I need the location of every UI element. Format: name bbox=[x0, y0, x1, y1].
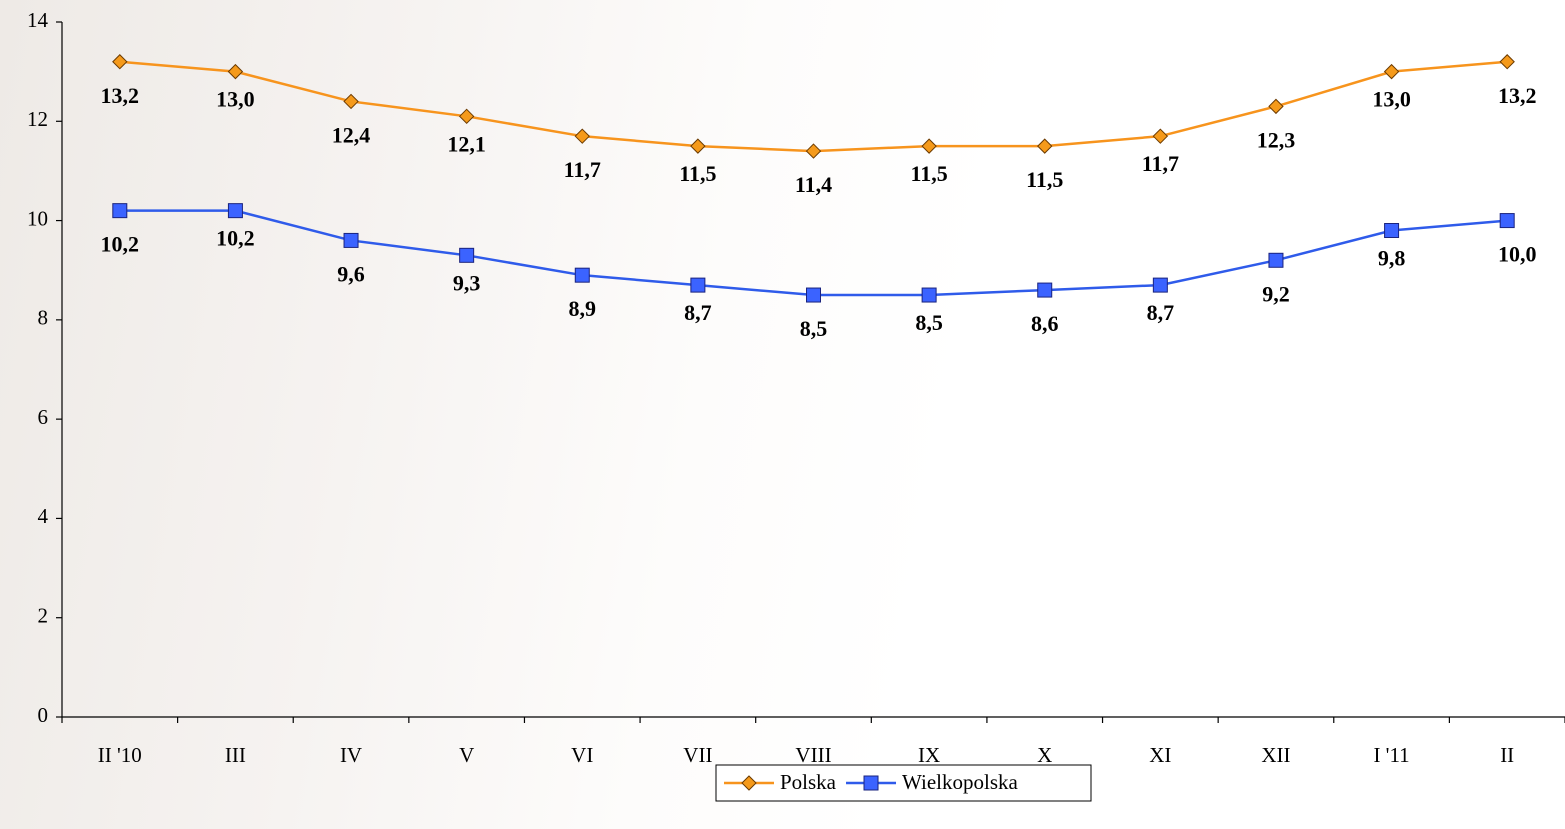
data-label: 10,2 bbox=[216, 226, 255, 251]
marker bbox=[690, 138, 706, 154]
y-tick-label: 4 bbox=[38, 504, 49, 528]
marker bbox=[806, 287, 821, 303]
marker bbox=[574, 128, 590, 144]
x-tick-label: VII bbox=[683, 743, 712, 767]
x-tick-label: VI bbox=[571, 743, 593, 767]
data-label: 13,0 bbox=[216, 87, 255, 112]
data-label: 8,7 bbox=[1147, 300, 1175, 325]
marker bbox=[227, 203, 243, 219]
legend-box bbox=[715, 764, 1092, 802]
y-tick-label: 10 bbox=[27, 206, 48, 230]
data-label: 8,5 bbox=[800, 316, 828, 341]
series-line bbox=[119, 60, 1508, 153]
marker bbox=[921, 138, 937, 154]
data-label: 9,6 bbox=[337, 261, 365, 286]
marker bbox=[458, 108, 475, 125]
marker bbox=[1037, 138, 1053, 154]
data-label: 11,7 bbox=[1142, 151, 1179, 176]
y-tick-label: 2 bbox=[38, 604, 49, 628]
data-label: 13,2 bbox=[101, 83, 140, 108]
marker bbox=[1268, 252, 1284, 268]
marker bbox=[805, 143, 822, 159]
data-label: 8,5 bbox=[915, 310, 943, 335]
series-line bbox=[119, 209, 1508, 297]
x-tick-label: I '11 bbox=[1373, 743, 1409, 767]
marker bbox=[690, 277, 706, 293]
data-label: 9,3 bbox=[453, 270, 481, 295]
marker bbox=[741, 775, 757, 791]
legend-label: Polska bbox=[780, 770, 837, 794]
marker bbox=[459, 247, 475, 263]
marker bbox=[1037, 282, 1053, 298]
x-tick-label: IV bbox=[340, 743, 362, 767]
marker bbox=[1152, 277, 1168, 293]
marker bbox=[1384, 223, 1400, 238]
x-tick-label: II bbox=[1500, 743, 1514, 767]
marker bbox=[574, 267, 590, 283]
marker bbox=[343, 93, 359, 110]
data-label: 12,1 bbox=[447, 131, 486, 156]
y-tick-label: 8 bbox=[38, 306, 49, 330]
legend-label: Wielkopolska bbox=[902, 770, 1018, 794]
data-label: 12,4 bbox=[332, 122, 371, 147]
x-tick-label: IX bbox=[918, 743, 940, 767]
data-label: 11,4 bbox=[795, 172, 832, 197]
data-label: 10,2 bbox=[101, 232, 140, 257]
data-label: 9,2 bbox=[1262, 281, 1290, 306]
legend: Polska Wielkopolska bbox=[715, 764, 1092, 802]
marker bbox=[227, 63, 244, 80]
marker bbox=[1383, 63, 1400, 80]
x-tick-label: XII bbox=[1261, 743, 1290, 767]
y-tick-label: 12 bbox=[27, 107, 48, 131]
data-label: 12,3 bbox=[1257, 127, 1296, 152]
data-label: 8,7 bbox=[684, 300, 712, 325]
x-tick-label: V bbox=[459, 743, 474, 767]
data-label: 10,0 bbox=[1498, 242, 1537, 267]
y-tick-label: 0 bbox=[38, 703, 49, 727]
y-tick-label: 14 bbox=[27, 8, 49, 32]
data-label: 8,9 bbox=[569, 296, 597, 321]
x-tick-label: XI bbox=[1149, 743, 1171, 767]
data-label: 11,5 bbox=[910, 161, 947, 186]
marker bbox=[1268, 98, 1284, 115]
marker bbox=[112, 203, 128, 219]
data-label: 11,5 bbox=[1026, 167, 1063, 192]
marker bbox=[343, 232, 359, 248]
marker bbox=[1499, 213, 1515, 229]
data-label: 11,7 bbox=[564, 157, 601, 182]
x-tick-label: VIII bbox=[795, 743, 831, 767]
marker bbox=[112, 54, 128, 70]
marker bbox=[921, 287, 937, 303]
data-label: 9,8 bbox=[1378, 246, 1406, 271]
marker bbox=[863, 775, 879, 791]
data-label: 11,5 bbox=[679, 161, 716, 186]
data-label: 13,2 bbox=[1498, 83, 1537, 108]
data-label: 8,6 bbox=[1031, 311, 1059, 336]
marker bbox=[1152, 128, 1169, 144]
marker bbox=[1499, 54, 1515, 70]
x-tick-label: III bbox=[225, 743, 246, 767]
x-tick-label: X bbox=[1037, 743, 1052, 767]
y-tick-label: 6 bbox=[38, 405, 49, 429]
data-label: 13,0 bbox=[1372, 87, 1411, 112]
x-tick-label: II '10 bbox=[98, 743, 142, 767]
